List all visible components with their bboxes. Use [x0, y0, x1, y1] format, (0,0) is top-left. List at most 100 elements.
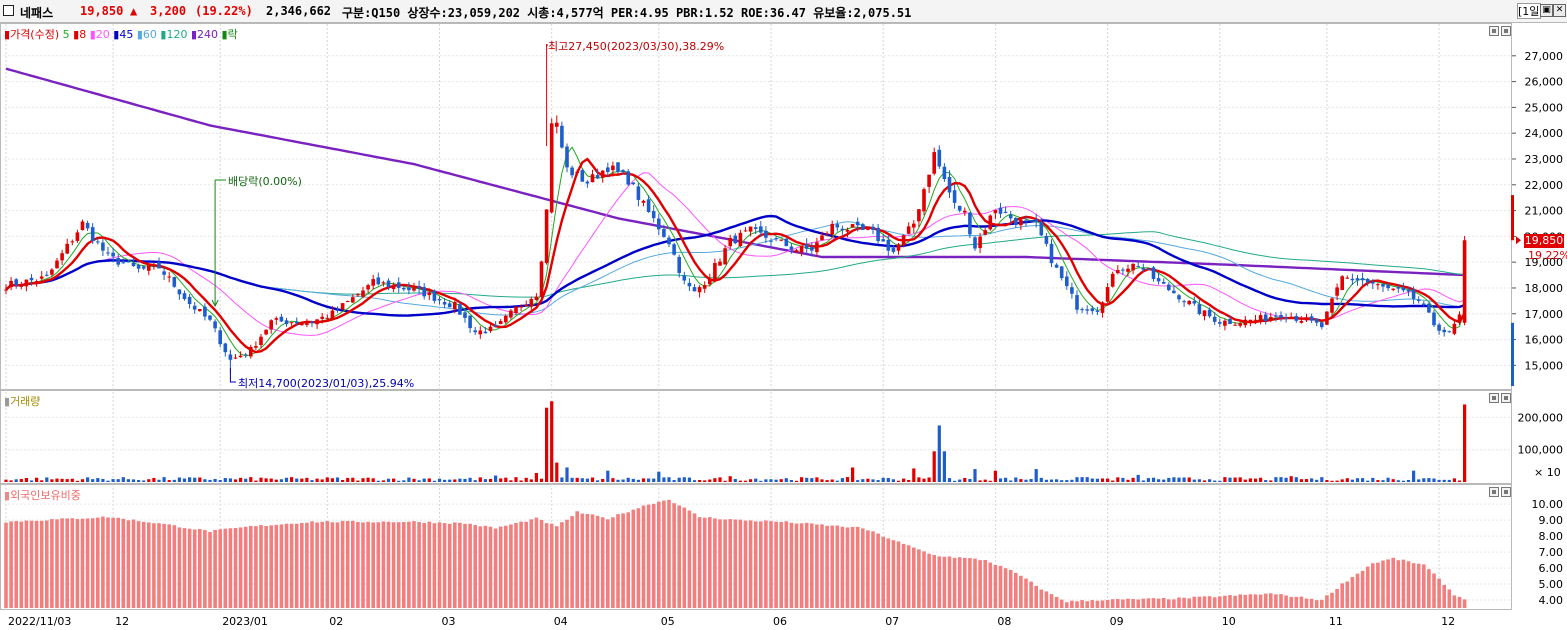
volume-bar	[749, 479, 753, 482]
foreign-bar	[769, 521, 773, 608]
volume-bar	[1085, 477, 1089, 482]
candle-body	[1161, 281, 1166, 284]
foreign-bar	[1116, 599, 1120, 608]
foreign-bar	[662, 500, 666, 608]
foreign-bar	[1365, 566, 1370, 608]
foreign-bar	[830, 525, 834, 608]
volume-bar	[295, 478, 299, 482]
volume-panel-close-icon[interactable]	[1501, 393, 1511, 403]
foreign-bar	[978, 560, 982, 608]
volume-bar	[499, 478, 503, 482]
foreign-bar	[1110, 599, 1115, 608]
foreign-bar	[641, 505, 646, 608]
price-panel-min-icon[interactable]	[1489, 26, 1499, 36]
foreign-bar	[850, 526, 855, 608]
candle-body	[402, 287, 406, 290]
restore-icon[interactable]: ▣	[1540, 4, 1553, 17]
foreign-bar	[509, 524, 513, 608]
candle-body	[1014, 217, 1018, 225]
volume-bar	[636, 479, 640, 482]
candle-body	[264, 329, 268, 335]
foreign-bar	[1008, 569, 1013, 608]
volume-bar	[126, 479, 130, 482]
foreign-bar	[412, 521, 416, 608]
candle-body	[575, 171, 579, 174]
candle-body	[65, 243, 69, 254]
ma120-legend: 120	[166, 28, 188, 41]
candle-body	[300, 322, 304, 326]
foreign-bar	[213, 530, 217, 608]
volume-panel-min-icon[interactable]	[1489, 393, 1499, 403]
foreign-bar	[1019, 575, 1023, 608]
foreign-bar	[422, 522, 426, 608]
candle-body	[1401, 287, 1406, 291]
foreign-bar	[463, 523, 467, 608]
foreign-bar	[1212, 597, 1217, 608]
foreign-bar	[784, 521, 789, 608]
candle-body	[493, 324, 498, 327]
foreign-bar	[1447, 589, 1452, 608]
foreign-bar	[1039, 589, 1044, 608]
candle-body	[223, 343, 228, 353]
foreign-bar	[29, 520, 34, 608]
volume-bar	[239, 477, 243, 482]
candle-body	[55, 260, 59, 269]
volume-bar	[672, 480, 676, 482]
candle-body	[646, 199, 651, 213]
candle-body	[1029, 220, 1033, 222]
foreign-bar	[779, 521, 783, 608]
volume-tick-label: 200,000	[1518, 411, 1564, 424]
volume-bar	[213, 478, 217, 482]
volume-bar	[310, 480, 314, 482]
candle-body	[147, 265, 151, 271]
price-panel-close-icon[interactable]	[1501, 26, 1511, 36]
foreign-bar	[172, 525, 177, 608]
candle-body	[417, 286, 421, 289]
foreign-bar	[1416, 563, 1421, 608]
volume-bar	[698, 480, 702, 482]
foreign-bar	[80, 518, 85, 608]
candle-body	[1121, 269, 1125, 271]
foreign-bar	[320, 521, 324, 608]
foreign-bar	[1371, 563, 1375, 608]
candle-body	[667, 237, 671, 245]
volume-bar	[1447, 479, 1451, 482]
foreign-bar	[580, 513, 585, 608]
candle-body	[162, 271, 166, 275]
candle-body	[203, 306, 207, 317]
candle-body	[254, 346, 258, 348]
stock-name[interactable]: 네패스	[20, 6, 54, 20]
volume-bar	[65, 479, 69, 482]
volume-bar	[1315, 479, 1319, 482]
foreign-bar	[1223, 595, 1227, 608]
select-checkbox[interactable]	[3, 5, 14, 16]
volume-bar	[4, 479, 8, 482]
candle-body	[427, 292, 432, 296]
foreign-bar	[835, 525, 840, 608]
volume-bar	[1095, 478, 1099, 482]
foreign-bar	[1034, 585, 1038, 608]
candle-body	[1376, 284, 1380, 286]
candle-body	[845, 229, 850, 232]
candle-body	[1059, 266, 1064, 279]
volume-bar	[555, 462, 559, 482]
candle-body	[555, 122, 559, 127]
foreign-bar	[1462, 599, 1467, 608]
candle-body	[850, 224, 855, 228]
period-selector[interactable]: [1일]	[1517, 3, 1544, 19]
volume-bar	[1437, 479, 1441, 482]
candle-body	[753, 227, 758, 229]
candle-body	[1192, 301, 1197, 304]
candle-body	[580, 170, 585, 182]
foreign-panel-close-icon[interactable]	[1501, 487, 1511, 497]
x-tick-label: 02	[329, 615, 343, 628]
volume-bar	[1126, 479, 1130, 482]
x-tick-label: 04	[554, 615, 568, 628]
candle-body	[861, 224, 865, 230]
foreign-panel-min-icon[interactable]	[1489, 487, 1499, 497]
candle-body	[340, 303, 345, 310]
volume-bar	[1345, 478, 1349, 482]
high-annotation: 최고27,450(2023/03/30),38.29%	[548, 40, 725, 53]
close-icon[interactable]: ✕	[1553, 4, 1566, 17]
